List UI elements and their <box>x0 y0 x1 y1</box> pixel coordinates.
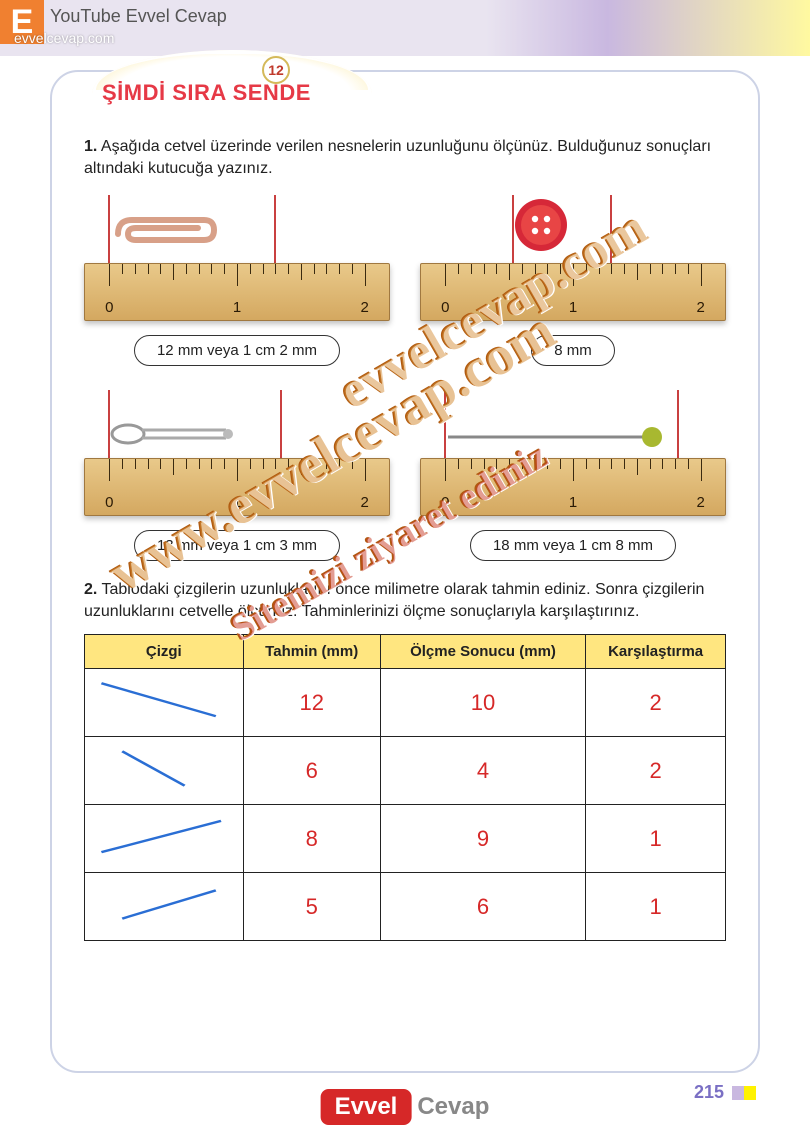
table-value: 8 <box>243 805 380 873</box>
ruler-item: 012 13 mm veya 1 cm 3 mm <box>84 386 390 561</box>
ruler-grid: 012 12 mm veya 1 cm 2 mm 012 8 mm 012 13 mm v… <box>84 191 726 561</box>
ruler-item: 012 12 mm veya 1 cm 2 mm <box>84 191 390 366</box>
q2-text: Tablodaki çizgilerin uzunluklarını önce … <box>84 581 704 620</box>
answer-pill: 18 mm veya 1 cm 8 mm <box>470 530 676 561</box>
line-cell <box>85 873 244 941</box>
ruler: 012 <box>420 263 726 321</box>
section-title: ŞİMDİ SIRA SENDE <box>102 80 311 106</box>
ruler-item: 012 8 mm <box>420 191 726 366</box>
table-header: Ölçme Sonucu (mm) <box>380 635 585 669</box>
table-value: 9 <box>380 805 585 873</box>
safetypin-icon <box>108 419 238 454</box>
table-row: 561 <box>85 873 726 941</box>
table-header: Çizgi <box>85 635 244 669</box>
line-cell <box>85 805 244 873</box>
table-value: 4 <box>380 737 585 805</box>
table-value: 1 <box>586 805 726 873</box>
question-1: 1. Aşağıda cetvel üzerinde verilen nesne… <box>84 136 726 179</box>
table-value: 5 <box>243 873 380 941</box>
topbar: E YouTube Evvel Cevap evvelcevap.com <box>0 0 810 56</box>
table-row: 642 <box>85 737 726 805</box>
q1-number: 1. <box>84 138 97 155</box>
table-header: Tahmin (mm) <box>243 635 380 669</box>
ruler: 012 <box>420 458 726 516</box>
table-value: 1 <box>586 873 726 941</box>
ruler: 012 <box>84 263 390 321</box>
table-header: Karşılaştırma <box>586 635 726 669</box>
page-number: 215 <box>694 1082 756 1103</box>
measurement-table: ÇizgiTahmin (mm)Ölçme Sonucu (mm)Karşıla… <box>84 634 726 941</box>
question-2: 2. Tablodaki çizgilerin uzunluklarını ön… <box>84 579 726 622</box>
table-row: 12102 <box>85 669 726 737</box>
youtube-label: YouTube Evvel Cevap <box>50 6 227 27</box>
table-value: 6 <box>380 873 585 941</box>
line-cell <box>85 669 244 737</box>
footer-logo: Evvel Cevap <box>321 1089 490 1125</box>
pin-icon <box>444 425 664 454</box>
ruler: 012 <box>84 458 390 516</box>
q2-number: 2. <box>84 581 97 598</box>
answer-pill: 13 mm veya 1 cm 3 mm <box>134 530 340 561</box>
answer-pill: 8 mm <box>531 335 615 366</box>
table-value: 10 <box>380 669 585 737</box>
table-value: 2 <box>586 669 726 737</box>
page-frame: 12 ŞİMDİ SIRA SENDE 1. Aşağıda cetvel üz… <box>50 70 760 1073</box>
table-value: 12 <box>243 669 380 737</box>
table-row: 891 <box>85 805 726 873</box>
table-value: 6 <box>243 737 380 805</box>
button-icon <box>512 196 570 259</box>
line-cell <box>85 737 244 805</box>
footer-cevap: Cevap <box>417 1093 489 1121</box>
ruler-item: 012 18 mm veya 1 cm 8 mm <box>420 386 726 561</box>
q1-text: Aşağıda cetvel üzerinde verilen nesneler… <box>84 138 711 177</box>
answer-pill: 12 mm veya 1 cm 2 mm <box>134 335 340 366</box>
site-url: evvelcevap.com <box>14 30 114 46</box>
paperclip-icon <box>108 214 218 259</box>
table-value: 2 <box>586 737 726 805</box>
footer-evvel: Evvel <box>321 1089 412 1125</box>
